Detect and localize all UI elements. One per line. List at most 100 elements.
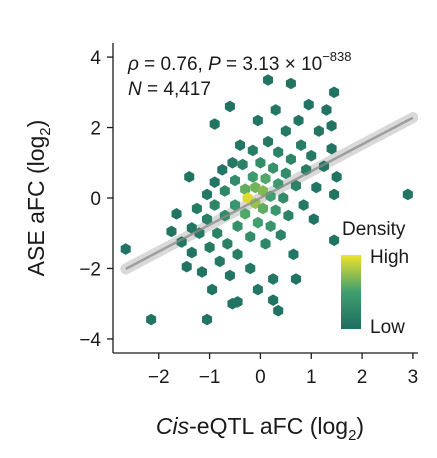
hexbin-cell — [263, 135, 274, 148]
hexbin-cell — [224, 100, 235, 113]
hexbin-cell — [232, 248, 243, 261]
hexbin-cell — [255, 156, 266, 169]
x-tick-label: −1 — [199, 367, 221, 388]
hexbin-cell — [260, 238, 271, 250]
hexbin-cell — [214, 255, 225, 268]
hexbin-cell — [229, 199, 241, 211]
hexbin-cell — [240, 208, 251, 220]
hexbin-cell — [209, 176, 220, 188]
hexbin-cell — [313, 125, 324, 137]
p-exponent: −838 — [322, 49, 351, 64]
hexbin-cell — [290, 273, 302, 285]
x-tick-label: 0 — [255, 367, 266, 388]
hexbin-cell — [326, 142, 337, 155]
hexbin-cell — [290, 179, 302, 192]
hexbin-cell — [268, 162, 279, 174]
hexbin-cell — [402, 188, 413, 201]
hexbin-cell — [296, 139, 307, 151]
x-axis-title-close: ) — [356, 413, 364, 439]
hexbin-cell — [209, 199, 220, 211]
hexbin-cell — [283, 209, 294, 222]
y-axis-title-close: ) — [23, 120, 49, 128]
hexbin-cell — [202, 313, 213, 326]
hexbin-cell — [196, 266, 207, 278]
hexbin-cell — [219, 185, 230, 197]
hexbin-cell — [202, 213, 213, 225]
hexbin-cell — [265, 220, 276, 232]
y-tick-label: 2 — [90, 119, 101, 140]
y-tick-label: −4 — [79, 330, 101, 351]
hexbin-cell — [186, 246, 197, 259]
hexbin-cell — [285, 77, 296, 90]
hexbin-cell — [293, 114, 304, 127]
x-axis-title-subscript: 2 — [348, 427, 356, 444]
hexbin-cell — [288, 248, 299, 261]
hexbin-cell — [268, 294, 279, 306]
hexbin-layer — [120, 74, 413, 326]
hexbin-cell — [240, 183, 251, 195]
density-legend: Density High Low — [341, 219, 409, 338]
hexbin-cell — [311, 181, 322, 194]
hexbin-cell — [275, 229, 286, 241]
stats-line-1: ρ = 0.76, P = 3.13 × 10−838 — [127, 49, 352, 75]
hexbin-cell — [273, 304, 284, 317]
rho-symbol: ρ — [127, 54, 139, 75]
p-value: = 3.13 × 10 — [221, 54, 322, 75]
hexbin-cell — [237, 158, 248, 171]
hexbin-cell — [257, 185, 268, 197]
hexbin-cell — [120, 243, 131, 255]
hexbin-cell — [252, 114, 263, 127]
stats-annotation: ρ = 0.76, P = 3.13 × 10−838 N = 4,417 — [127, 49, 352, 100]
hexbin-cell — [257, 202, 268, 215]
hexbin-cell — [166, 225, 177, 238]
hexbin-cell — [204, 241, 215, 254]
hexbin-cell — [146, 313, 157, 326]
hexbin-cell — [270, 204, 281, 217]
hexbin-cell — [303, 98, 314, 111]
hexbin-cell — [270, 104, 281, 116]
x-tick-label: −2 — [148, 367, 170, 388]
hexbin-cell — [285, 153, 296, 166]
hexbin-cell — [232, 296, 243, 308]
hexbin-cell — [207, 283, 218, 296]
y-axis-title-text: ASE aFC (log — [23, 136, 49, 277]
hexbin-cell — [217, 164, 228, 176]
hexbin-cell — [329, 86, 340, 99]
hexbin-cell — [280, 167, 291, 180]
hexbin-cell — [321, 104, 332, 116]
hexbin-cell — [224, 269, 235, 282]
legend-title: Density — [342, 219, 406, 240]
hexbin-cell — [235, 139, 246, 151]
hexbin-cell — [306, 149, 317, 162]
hexbin-cell — [263, 74, 274, 86]
n-symbol: N — [128, 79, 142, 100]
hexbin-cell — [242, 192, 253, 204]
hexbin-cell — [326, 119, 337, 132]
legend-colorbar — [341, 255, 361, 329]
x-tick-label: 2 — [357, 367, 368, 388]
hexbin-cell — [308, 213, 319, 225]
y-axis-title-subscript: 2 — [37, 127, 54, 135]
x-axis-title-text: -eQTL aFC (log — [189, 413, 348, 439]
hexbin-cell — [191, 202, 202, 215]
hexbin-cell — [202, 188, 213, 201]
hexbin-cell — [252, 283, 263, 296]
hexbin-cell — [245, 262, 256, 275]
y-axis-title: ASE aFC (log2) — [23, 120, 54, 277]
hexbin-cell — [181, 260, 192, 273]
axes: −2 −1 0 1 2 3 −4 −2 0 2 4 — [79, 43, 418, 388]
hexbin-cell — [273, 146, 284, 158]
hexbin-cell — [298, 199, 309, 211]
hexbin-cell — [252, 216, 263, 229]
hexbin-cell — [329, 188, 340, 201]
hexbin-cell — [280, 125, 291, 137]
hexbin-cell — [212, 227, 223, 240]
x-tick-label: 1 — [306, 367, 317, 388]
hexbin-cell — [245, 230, 256, 243]
hexbin-cell — [184, 171, 195, 183]
rho-value: = 0.76, — [139, 54, 208, 75]
hexbin-cell — [247, 171, 258, 183]
hexbin-cell — [260, 172, 271, 185]
x-axis-title: Cis-eQTL aFC (log2) — [156, 413, 364, 444]
